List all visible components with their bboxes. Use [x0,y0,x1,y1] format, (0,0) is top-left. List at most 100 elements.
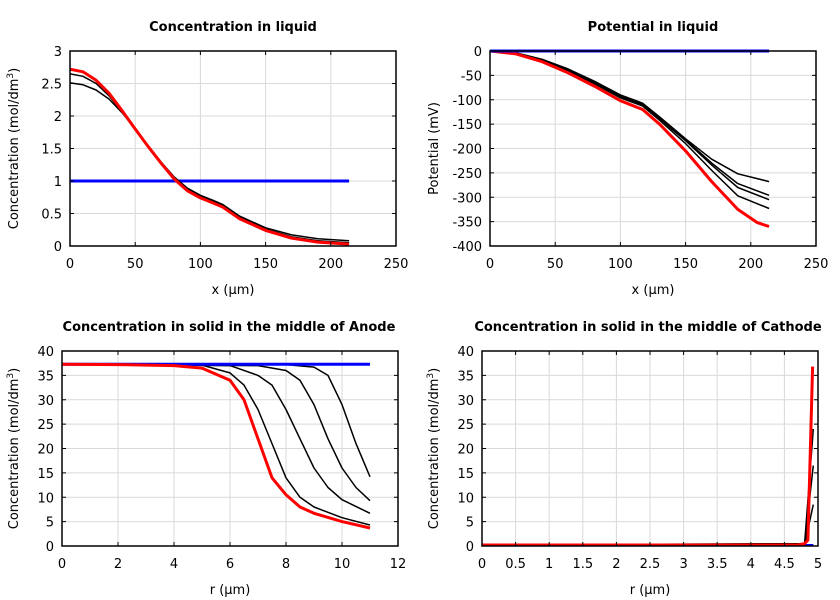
x-tick-label: 2 [612,557,620,572]
y-tick-label: -50 [461,69,482,84]
x-tick-label: 3 [679,557,687,572]
y-tick-label: 35 [37,369,54,384]
x-tick-label: 250 [384,257,409,272]
x-tick-label: 150 [673,257,698,272]
series-line-3 [62,363,371,502]
x-tick-label: 4 [747,557,755,572]
x-tick-label: 150 [253,257,278,272]
x-tick-label: 1 [545,557,553,572]
y-axis-label: Concentration (mol/dm3) [426,368,442,530]
y-tick-label: 2 [54,110,62,125]
y-axis-label-superscript: 3 [6,373,16,379]
series-line-5 [490,49,770,228]
y-tick-label: 1.5 [41,143,62,158]
x-tick-label: 2 [114,557,122,572]
series-line-3 [490,50,770,201]
y-tick-label: 10 [457,491,474,506]
series-line-4 [70,67,350,246]
y-axis-label-close: ) [7,368,22,373]
series-line-1 [62,363,371,526]
series-line-5 [482,366,815,546]
y-axis-label-text: Potential (mV) [427,102,442,195]
y-tick-label: 40 [457,345,474,360]
y-tick-label: 0 [46,540,54,555]
x-tick-label: 200 [738,257,763,272]
x-tick-label: 250 [804,257,829,272]
x-tick-label: 8 [282,557,290,572]
y-tick-label: 15 [457,467,474,482]
series-line-2 [70,82,350,242]
x-tick-label: 6 [226,557,234,572]
y-axis-label-text: Concentration (mol/dm [7,379,22,530]
y-axis-label-close: ) [427,368,442,373]
series-line-4 [62,363,371,478]
x-axis-label: x (µm) [632,283,675,298]
x-tick-label: 2.5 [640,557,661,572]
y-tick-label: 0.5 [41,208,62,223]
series-line-2 [490,50,770,197]
x-tick-label: 0 [66,257,74,272]
x-tick-label: 4.5 [774,557,795,572]
x-tick-label: 4 [170,557,178,572]
y-tick-label: 5 [466,516,474,531]
y-tick-label: 20 [457,443,474,458]
y-axis-label-close: ) [7,68,22,73]
y-tick-label: 0 [474,45,482,60]
x-tick-label: 0 [486,257,494,272]
y-tick-label: 30 [37,394,54,409]
x-tick-label: 0 [58,557,66,572]
y-tick-label: -400 [452,240,482,255]
y-tick-label: -100 [452,94,482,109]
y-tick-label: -250 [452,167,482,182]
x-tick-label: 100 [188,257,213,272]
x-axis-label: r (µm) [210,583,251,598]
y-tick-label: 5 [46,516,54,531]
x-tick-label: 10 [334,557,351,572]
y-tick-label: -300 [452,191,482,206]
chart-panel-4: 0 0.5 1 1.5 2 2.5 3 3.5 4 4.5 50510152025303540Con… [426,320,822,598]
y-tick-label: -200 [452,143,482,158]
chart-title: Concentration in liquid [149,20,317,35]
y-tick-label: 2.5 [41,78,62,93]
chart-title: Potential in liquid [588,20,719,35]
series-line-4 [490,50,770,210]
y-axis-label-superscript: 3 [426,373,436,379]
y-tick-label: 25 [457,418,474,433]
y-axis-label-text: Concentration (mol/dm [7,79,22,230]
x-tick-label: 3.5 [707,557,728,572]
y-tick-label: 35 [457,369,474,384]
y-tick-label: -150 [452,118,482,133]
chart-panel-2: 0 50 100 150 200 250 -400 -350 -300 -250 -200 -150 -… [427,20,828,298]
series-line-6 [62,362,371,530]
chart-title: Concentration in solid in the middle of … [63,320,396,335]
x-tick-label: 12 [390,557,407,572]
series-line-2 [482,504,815,546]
y-tick-label: 30 [457,394,474,409]
x-tick-label: 200 [318,257,343,272]
chart-panel-1: 0 50 100 150 200 25000.511.522.53Concentratio… [6,20,408,298]
series-line-1 [490,50,770,183]
y-axis-label: Concentration (mol/dm3) [6,368,22,530]
x-tick-label: 100 [608,257,633,272]
x-tick-label: 1.5 [572,557,593,572]
y-tick-label: 40 [37,345,54,360]
x-tick-label: 0.5 [505,557,526,572]
y-axis-label-text: Concentration (mol/dm [427,379,442,530]
x-axis-label: x (µm) [212,283,255,298]
x-tick-label: 0 [478,557,486,572]
chart-panel-3: 0 2 4 6 8 10 12 0 5 10 15 20 25 30 35 40 Concentration i… [6,320,406,598]
chart-title: Concentration in solid in the middle of … [474,320,822,335]
y-tick-label: 0 [466,540,474,555]
series-line-2 [62,363,371,514]
y-tick-label: 0 [54,240,62,255]
y-tick-label: 3 [54,45,62,60]
y-tick-label: 15 [37,467,54,482]
x-tick-label: 50 [547,257,564,272]
x-tick-label: 5 [814,557,822,572]
y-tick-label: 10 [37,491,54,506]
x-axis-label: r (µm) [630,583,671,598]
y-tick-label: 20 [37,443,54,458]
x-tick-label: 50 [127,257,144,272]
y-axis-label-superscript: 3 [6,73,16,79]
